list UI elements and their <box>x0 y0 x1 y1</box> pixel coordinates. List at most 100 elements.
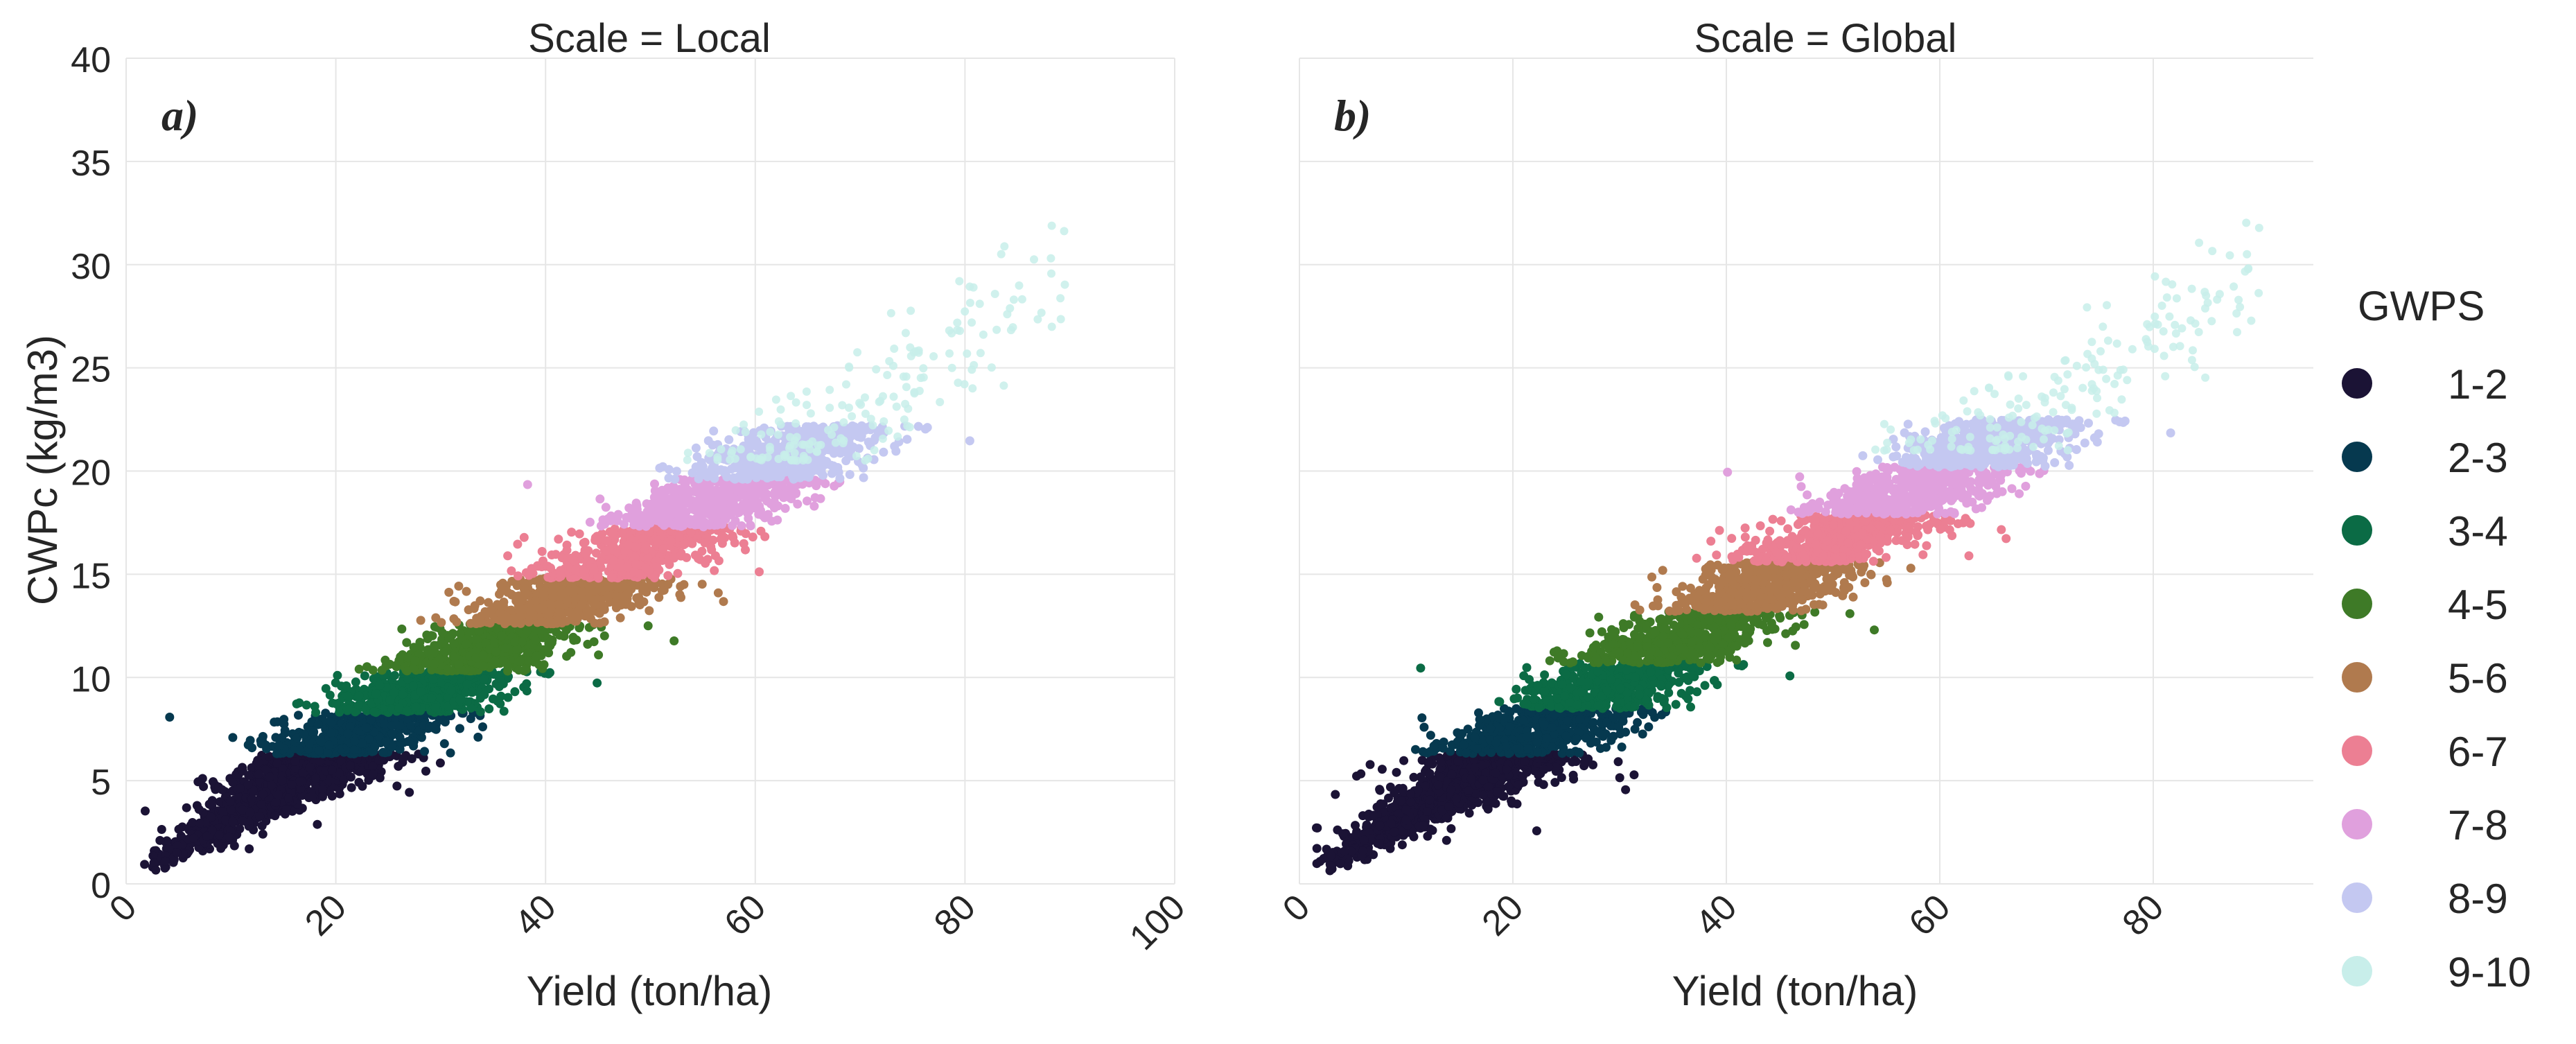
scatter-point <box>407 754 417 763</box>
scatter-point <box>215 797 225 807</box>
scatter-point <box>431 613 441 623</box>
scatter-point <box>225 797 235 806</box>
scatter-point <box>919 364 928 373</box>
scatter-point <box>613 512 622 521</box>
scatter-point <box>776 405 785 414</box>
scatter-point <box>327 765 337 775</box>
scatter-point <box>713 453 722 462</box>
scatter-point <box>420 747 429 756</box>
scatter-point <box>444 587 454 597</box>
scatter-point <box>744 435 753 444</box>
scatter-point <box>556 571 566 581</box>
scatter-point <box>625 512 635 522</box>
scatter-point <box>1047 221 1056 230</box>
scatter-point <box>754 510 764 519</box>
scatter-point <box>638 534 648 543</box>
scatter-point <box>1030 255 1038 264</box>
scatter-point <box>342 681 351 690</box>
scatter-point <box>546 563 555 573</box>
scatter-point <box>485 618 495 628</box>
scatter-point <box>313 819 322 829</box>
scatter-point <box>503 693 513 702</box>
scatter-point <box>1060 227 1069 236</box>
panel-local-title: Scale = Local <box>528 16 771 61</box>
scatter-point <box>478 722 487 731</box>
scatter-point <box>497 631 507 641</box>
y-tick-label: 10 <box>71 659 111 699</box>
scatter-point <box>477 618 487 627</box>
scatter-point <box>719 597 728 607</box>
scatter-point <box>362 662 371 672</box>
scatter-point <box>741 428 750 437</box>
scatter-point <box>755 407 764 416</box>
scatter-point <box>744 514 753 523</box>
scatter-point <box>411 702 421 712</box>
scatter-point <box>462 679 472 689</box>
scatter-point <box>531 596 541 606</box>
scatter-point <box>550 583 560 593</box>
panel-local-grid <box>125 58 1175 885</box>
scatter-point <box>514 665 524 675</box>
scatter-point <box>247 743 257 753</box>
scatter-point <box>791 419 800 428</box>
scatter-point <box>473 732 483 742</box>
scatter-point <box>257 821 267 830</box>
scatter-point <box>510 687 520 697</box>
scatter-point <box>387 721 396 731</box>
scatter-point <box>967 318 976 327</box>
scatter-point <box>563 586 573 595</box>
y-tick-label: 30 <box>71 247 111 287</box>
scatter-point <box>499 656 509 665</box>
scatter-point <box>879 447 888 457</box>
scatter-point <box>845 470 855 479</box>
scatter-point <box>824 426 832 435</box>
scatter-point <box>381 737 391 747</box>
scatter-point <box>151 865 161 875</box>
scatter-point <box>766 428 775 437</box>
scatter-point <box>321 708 331 718</box>
scatter-point <box>305 763 315 772</box>
scatter-point <box>396 652 405 661</box>
scatter-point <box>663 580 673 589</box>
scatter-point <box>705 449 714 458</box>
scatter-point <box>335 707 344 717</box>
scatter-point <box>207 799 216 809</box>
scatter-point <box>602 536 612 546</box>
scatter-point <box>902 435 912 444</box>
scatter-point <box>228 817 238 826</box>
scatter-point <box>652 562 662 572</box>
scatter-point <box>326 717 335 727</box>
scatter-point <box>526 607 536 616</box>
scatter-point <box>410 656 420 665</box>
scatter-point <box>243 780 253 790</box>
scatter-point <box>1000 242 1009 251</box>
scatter-point <box>335 783 344 793</box>
scatter-point <box>1399 756 1409 765</box>
scatter-point <box>739 539 748 548</box>
scatter-point <box>295 777 304 787</box>
scatter-point <box>157 825 166 834</box>
scatter-point <box>700 538 710 548</box>
scatter-point <box>780 503 790 513</box>
scatter-point <box>664 464 674 474</box>
scatter-point <box>748 532 757 542</box>
scatter-point <box>234 792 243 801</box>
scatter-point <box>207 812 216 822</box>
scatter-point <box>712 520 722 530</box>
scatter-point <box>194 843 204 853</box>
scatter-point <box>299 767 308 777</box>
scatter-point <box>787 392 796 401</box>
scatter-point <box>365 734 374 744</box>
y-tick-label: 35 <box>71 143 111 184</box>
scatter-point <box>571 593 581 603</box>
scatter-point <box>1015 281 1024 290</box>
scatter-point <box>494 682 504 691</box>
scatter-point <box>643 553 653 562</box>
scatter-point <box>632 593 642 603</box>
scatter-point <box>990 290 999 298</box>
scatter-point <box>641 563 651 573</box>
scatter-point <box>301 700 311 710</box>
scatter-point <box>1047 322 1056 331</box>
scatter-point <box>315 756 324 766</box>
